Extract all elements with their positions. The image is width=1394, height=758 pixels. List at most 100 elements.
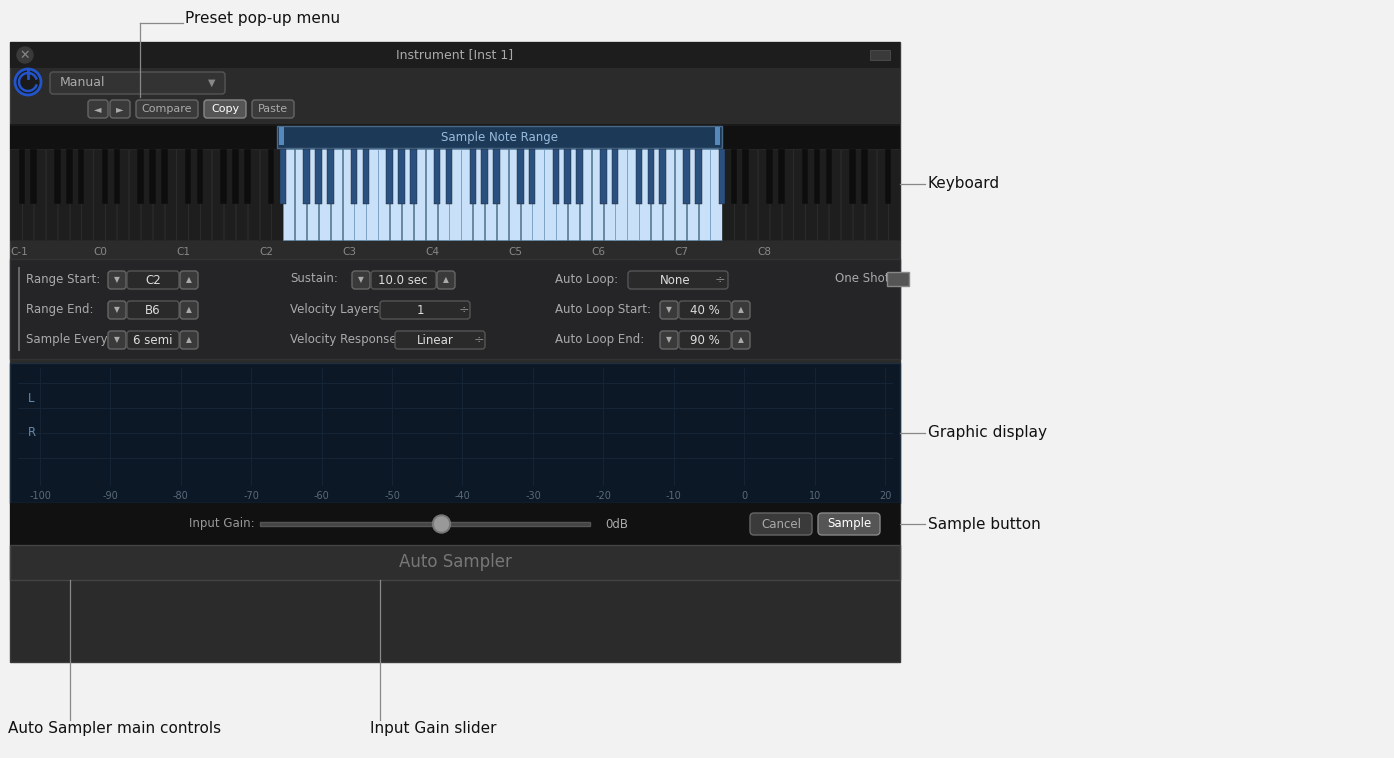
Text: Keyboard: Keyboard — [928, 176, 999, 191]
Bar — [390, 149, 401, 240]
Bar — [102, 149, 109, 204]
Bar — [604, 149, 615, 240]
Bar — [378, 149, 389, 240]
Text: C8: C8 — [757, 247, 772, 257]
Bar — [141, 149, 152, 240]
Bar — [565, 149, 572, 204]
Bar — [627, 149, 638, 240]
FancyBboxPatch shape — [371, 271, 436, 289]
Text: 90 %: 90 % — [690, 334, 719, 346]
Bar — [509, 149, 520, 240]
Bar — [664, 149, 675, 240]
FancyBboxPatch shape — [110, 100, 130, 118]
Bar — [769, 149, 781, 240]
Text: 0: 0 — [742, 491, 747, 501]
FancyBboxPatch shape — [180, 301, 198, 319]
Bar — [520, 149, 533, 240]
Text: ▼: ▼ — [208, 78, 216, 88]
Bar — [164, 149, 176, 240]
Bar — [592, 149, 604, 240]
Bar — [485, 149, 496, 240]
Bar — [46, 149, 57, 240]
Bar — [137, 149, 144, 204]
Circle shape — [15, 69, 40, 95]
Bar — [10, 259, 901, 359]
FancyBboxPatch shape — [818, 513, 880, 535]
Text: 10.0 sec: 10.0 sec — [378, 274, 428, 287]
Bar — [715, 127, 719, 145]
Bar — [10, 42, 901, 662]
Bar — [279, 127, 284, 145]
Text: Auto Loop:: Auto Loop: — [555, 272, 618, 286]
Bar — [722, 149, 733, 240]
Bar — [248, 149, 259, 240]
FancyBboxPatch shape — [732, 301, 750, 319]
Bar — [648, 149, 654, 204]
Bar — [117, 149, 128, 240]
Bar — [496, 149, 507, 240]
Bar — [18, 149, 25, 204]
Text: Cancel: Cancel — [761, 518, 802, 531]
Text: Linear: Linear — [417, 334, 453, 346]
Bar — [66, 149, 72, 204]
Text: Manual: Manual — [60, 77, 106, 89]
Bar — [767, 149, 772, 204]
Bar — [877, 149, 888, 240]
FancyBboxPatch shape — [137, 100, 198, 118]
Bar — [636, 149, 643, 204]
Text: Sample: Sample — [827, 518, 871, 531]
Bar — [758, 149, 769, 240]
Bar — [212, 149, 223, 240]
Bar — [197, 149, 204, 204]
FancyBboxPatch shape — [50, 72, 224, 94]
Bar — [328, 149, 333, 204]
Bar — [330, 149, 342, 240]
Bar — [272, 149, 283, 240]
Bar — [517, 149, 524, 204]
Text: Auto Loop Start:: Auto Loop Start: — [555, 302, 651, 315]
Text: C2: C2 — [259, 247, 273, 257]
Bar — [280, 149, 286, 204]
Bar — [188, 149, 199, 240]
Text: Sustain:: Sustain: — [290, 272, 337, 286]
Text: ÷: ÷ — [459, 303, 470, 317]
Bar — [236, 149, 247, 240]
Text: ✕: ✕ — [20, 49, 31, 61]
Text: Auto Sampler main controls: Auto Sampler main controls — [8, 721, 222, 735]
Text: ÷: ÷ — [715, 274, 725, 287]
Text: C2: C2 — [145, 274, 160, 287]
Bar — [81, 149, 93, 240]
Bar — [829, 149, 841, 240]
Bar — [10, 545, 901, 580]
Bar — [778, 149, 785, 204]
Text: -100: -100 — [29, 491, 52, 501]
Bar — [659, 149, 666, 204]
FancyBboxPatch shape — [180, 271, 198, 289]
Bar — [261, 522, 590, 526]
FancyBboxPatch shape — [107, 301, 125, 319]
Bar — [10, 42, 901, 68]
Bar — [580, 149, 591, 240]
Bar — [201, 149, 212, 240]
Bar — [533, 149, 544, 240]
Text: C0: C0 — [93, 247, 107, 257]
Text: One Shot:: One Shot: — [835, 272, 894, 286]
Text: C3: C3 — [343, 247, 357, 257]
Text: 0dB: 0dB — [605, 518, 629, 531]
Bar — [410, 149, 417, 204]
Text: R: R — [28, 427, 36, 440]
Text: B6: B6 — [145, 303, 160, 317]
Text: Sample button: Sample button — [928, 516, 1041, 531]
Bar — [233, 149, 238, 204]
Text: -80: -80 — [173, 491, 188, 501]
Bar — [425, 149, 436, 240]
Bar — [70, 149, 81, 240]
FancyBboxPatch shape — [204, 100, 245, 118]
Bar — [806, 149, 817, 240]
Bar — [887, 272, 909, 286]
Bar — [18, 267, 20, 351]
Bar — [354, 149, 365, 240]
Text: Preset pop-up menu: Preset pop-up menu — [185, 11, 340, 26]
Bar — [528, 149, 535, 204]
Text: Sample Note Range: Sample Note Range — [441, 130, 558, 143]
